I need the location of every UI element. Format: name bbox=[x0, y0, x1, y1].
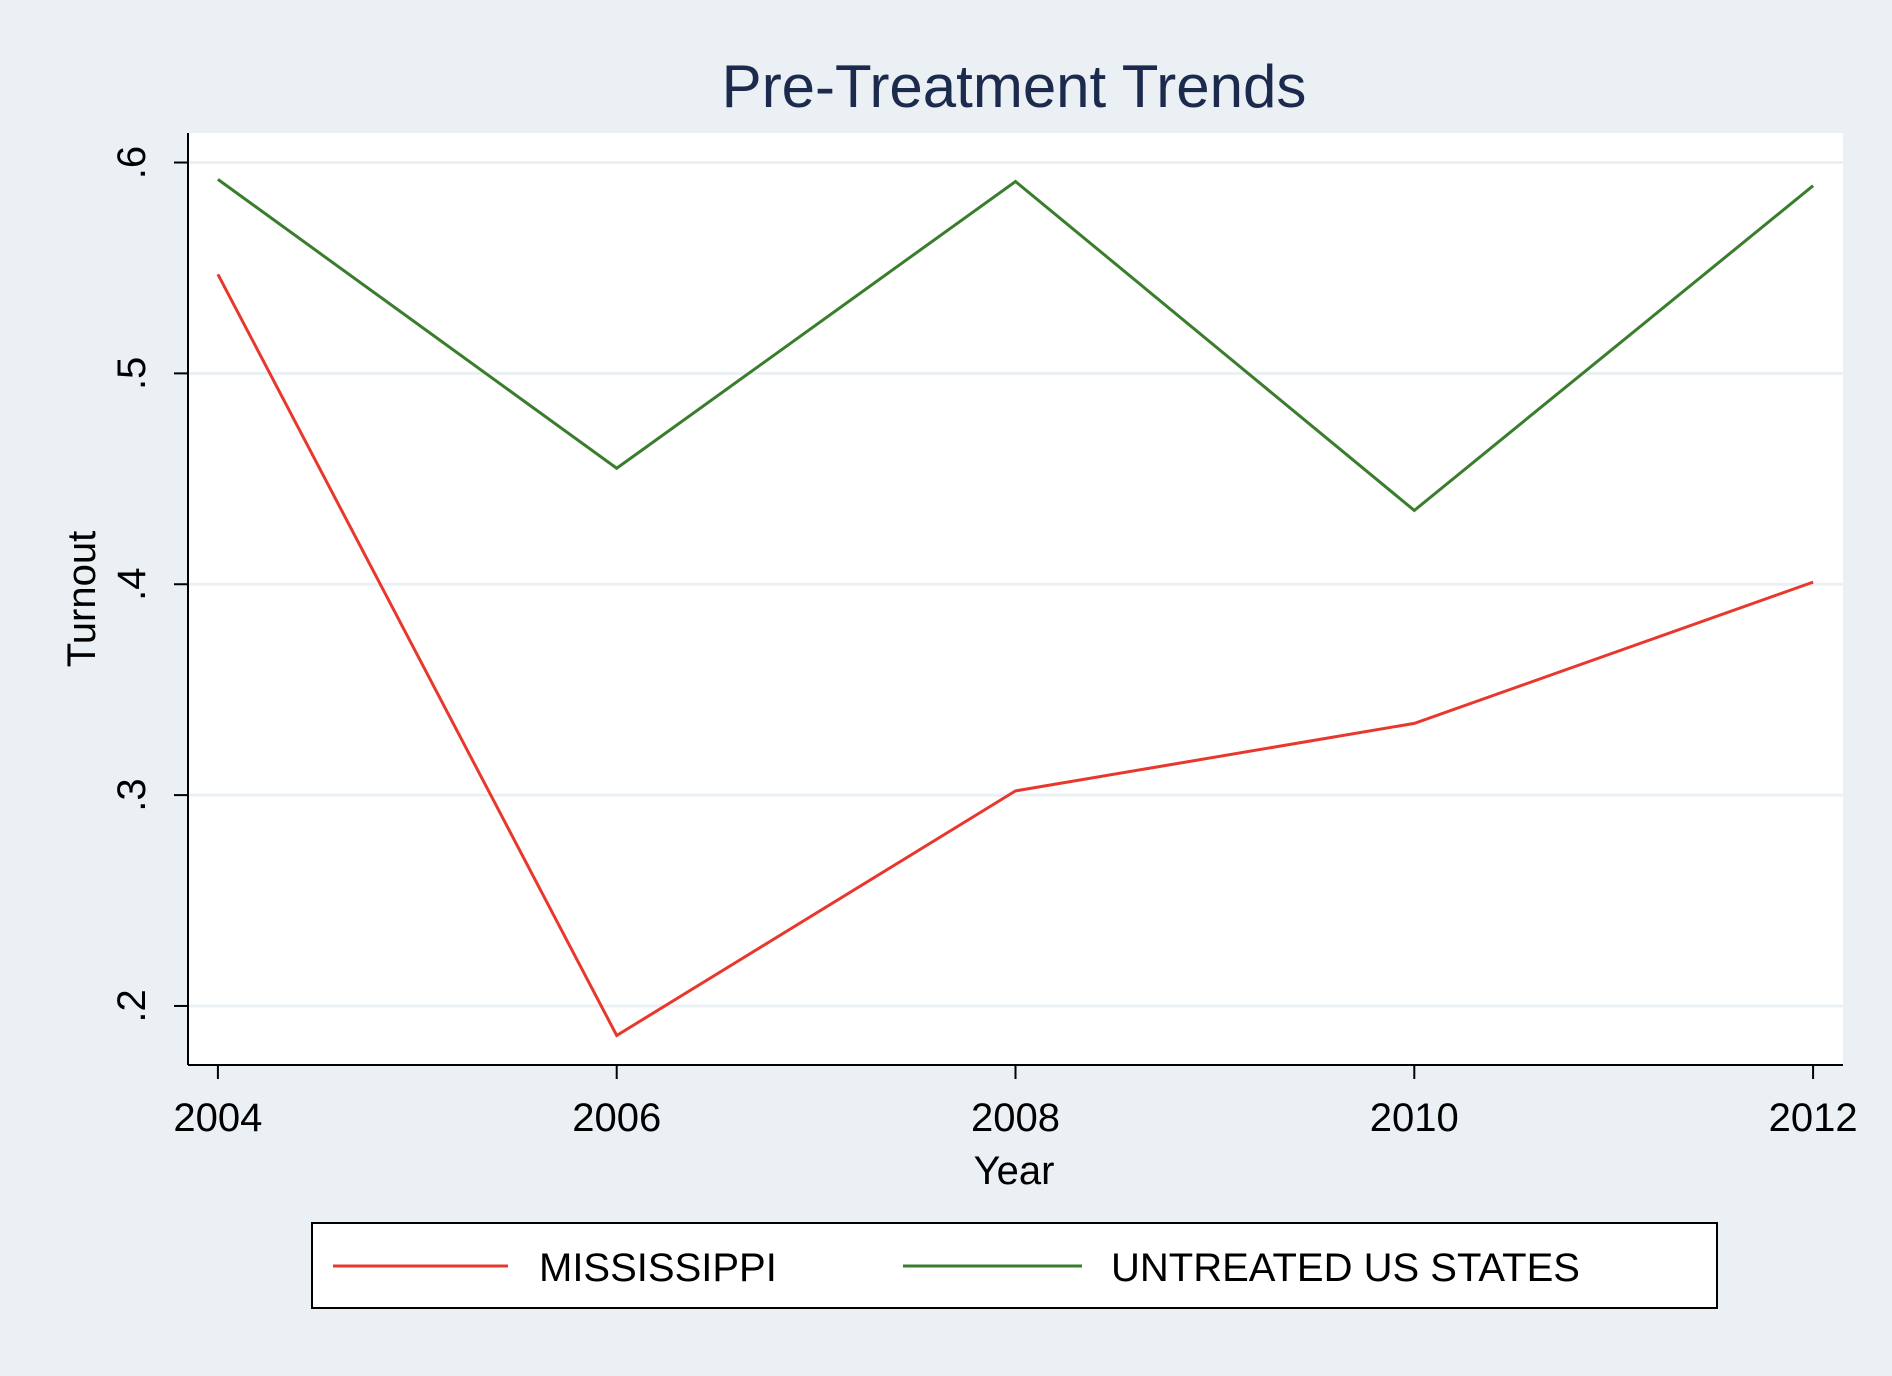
series-line-untreated-us-states bbox=[217, 178, 1815, 513]
y-tick-label: .5 bbox=[110, 357, 154, 390]
plot-area bbox=[188, 133, 1843, 1065]
x-tick-label: 2012 bbox=[1769, 1096, 1858, 1140]
legend-label: MISSISSIPPI bbox=[539, 1246, 777, 1290]
y-tick-label: .4 bbox=[110, 568, 154, 601]
x-axis-label: Year bbox=[974, 1149, 1055, 1193]
axis-ticks: .2 .3 .4 .5 .6 2004 2006 2008 2010 2012 bbox=[110, 146, 1858, 1140]
x-tick-label: 2004 bbox=[173, 1096, 262, 1140]
chart-title: Pre-Treatment Trends bbox=[722, 53, 1307, 120]
x-tick-label: 2008 bbox=[971, 1096, 1060, 1140]
series-lines bbox=[216, 178, 1815, 1038]
legend: MISSISSIPPI UNTREATED US STATES bbox=[333, 1246, 1580, 1290]
x-tick-label: 2010 bbox=[1370, 1096, 1459, 1140]
legend-label: UNTREATED US STATES bbox=[1111, 1246, 1580, 1290]
series-line-mississippi bbox=[216, 273, 1814, 1038]
y-tick-label: .6 bbox=[110, 146, 154, 179]
y-axis-label: Turnout bbox=[60, 531, 104, 667]
x-tick-label: 2006 bbox=[572, 1096, 661, 1140]
gridlines bbox=[188, 161, 1843, 1008]
y-tick-label: .3 bbox=[110, 778, 154, 811]
y-tick-label: .2 bbox=[110, 989, 154, 1022]
